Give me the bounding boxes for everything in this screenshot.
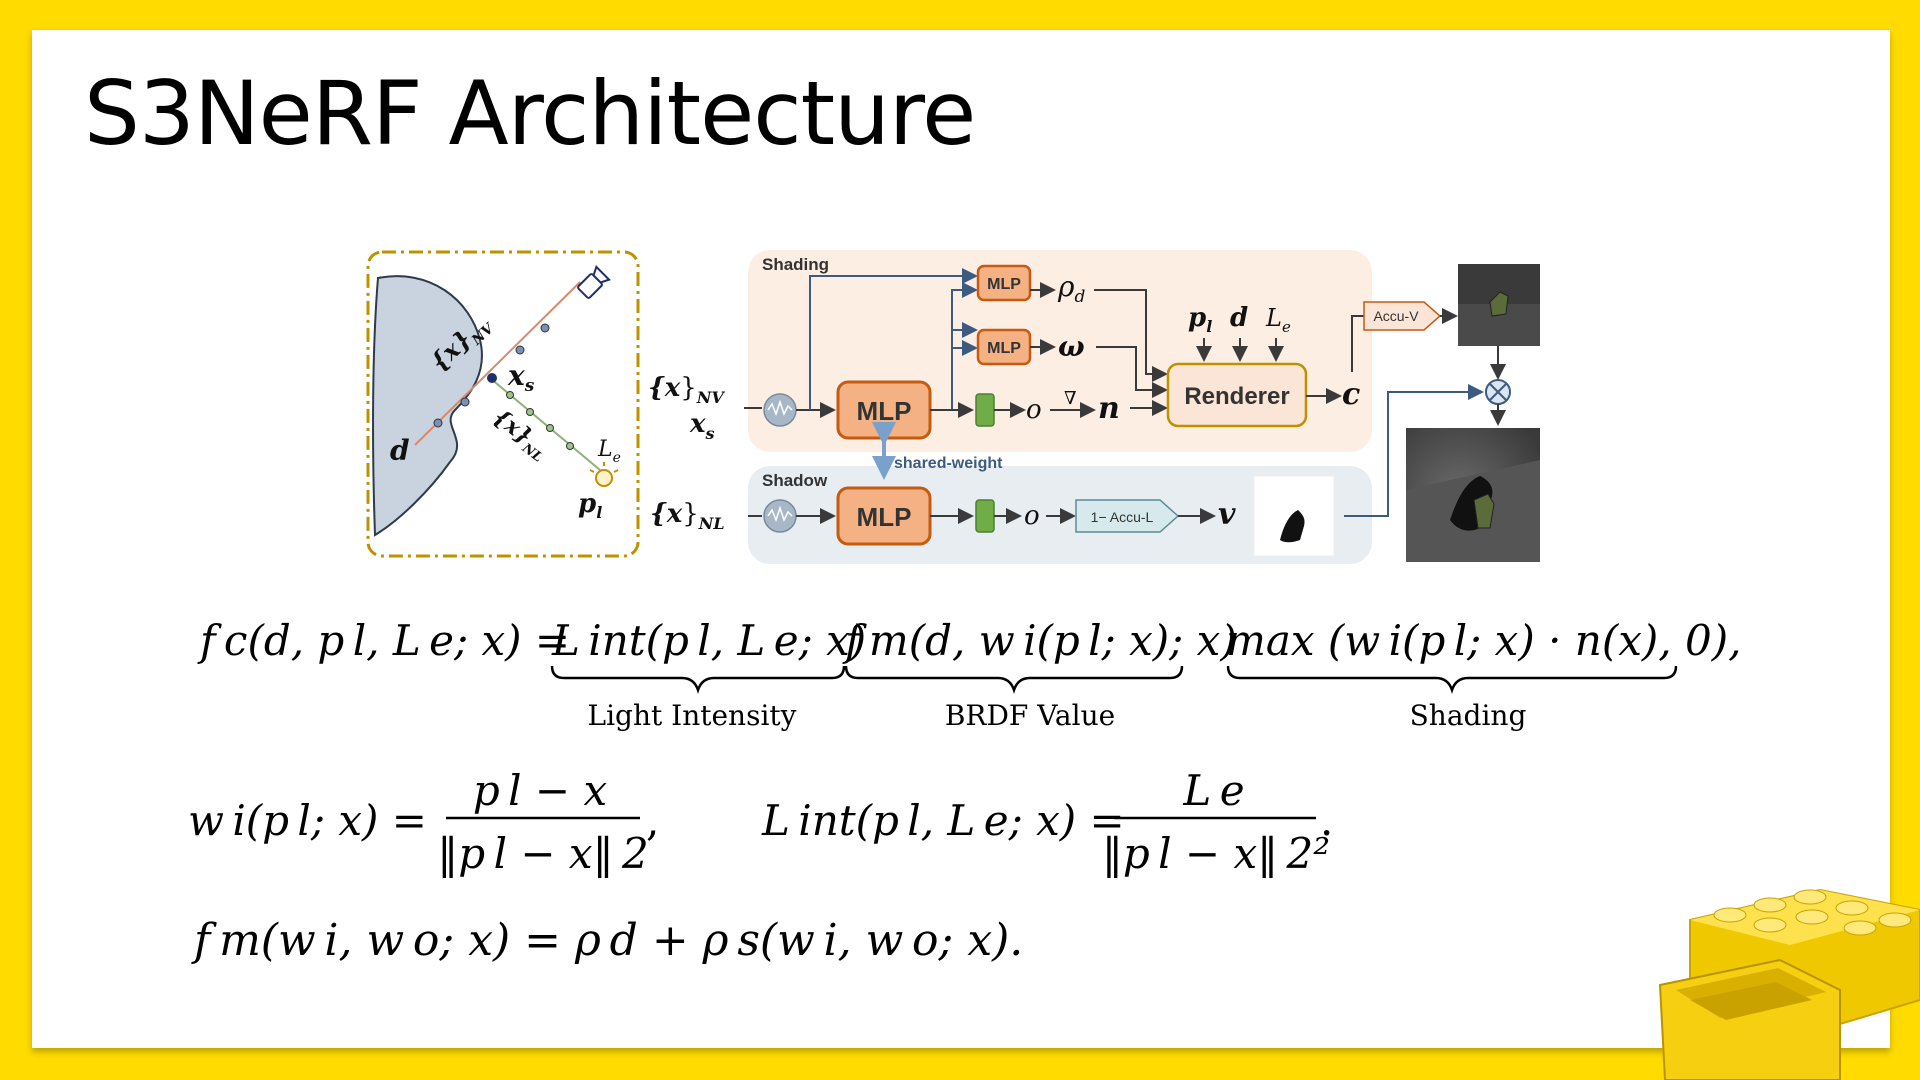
svg-text:MLP: MLP [987,340,1021,357]
illustration-frame [366,250,640,558]
sample-point [460,397,470,407]
equation-2: w i(p l; x) = p l − x ‖p l − x‖ 2 , [188,766,659,878]
camera-icon [577,265,611,299]
svg-text:L int(p l, L e; x): L int(p l, L e; x) [551,616,866,665]
output-c: c [1342,377,1360,412]
positional-encoding-icon [763,393,797,427]
svg-text:,: , [646,796,659,845]
renderer-block: Renderer [1166,362,1308,428]
light-sample-point [506,391,514,399]
lego-brick-small [1658,958,1841,1080]
svg-text:f m(w i, w o; x) = ρ d + ρ s(w: f m(w i, w o; x) = ρ d + ρ s(w i, w o; x… [191,915,1023,966]
visibility-map-thumbnail [1253,475,1335,557]
equation-4: f m(w i, w o; x) = ρ d + ρ s(w i, w o; x… [191,915,1023,966]
accu-v-block: Accu-V [1363,301,1442,331]
svg-text:p l − x: p l − x [473,766,608,815]
output-o-shading: o [1026,395,1042,425]
shadow-label: Shadow [762,471,828,490]
input-xi-nl: {x}NL [650,499,725,533]
label-pl-left: pl [578,489,602,522]
shadow-mlp-block: MLP [836,486,932,546]
slide-title: S3NeRF Architecture [84,62,976,165]
surface-point [487,373,497,383]
svg-text:f m(d, w i(p l; x); x): f m(d, w i(p l; x); x) [842,616,1237,665]
output-omega: ω [1058,330,1085,363]
output-o-shadow: o [1024,501,1040,531]
brace-label-shading: Shading [1410,699,1527,732]
albedo-mlp-block: MLP [976,264,1032,302]
input-xs: xs [689,409,715,443]
equation-1: f c(d, p l, L e; x) = L int(p l, L e; x)… [197,616,1741,732]
shading-label: Shading [762,255,829,274]
svg-text:‖p l − x‖ 2: ‖p l − x‖ 2 [437,829,648,878]
final-shadowed-image [1406,428,1540,562]
svg-text:‖p l − x‖ 2²: ‖p l − x‖ 2² [1102,829,1330,878]
light-sample-point [546,424,554,432]
label-le-left: Le [597,437,621,466]
output-n: n [1098,391,1120,426]
surface-shape [372,275,483,537]
svg-text:Accu-V: Accu-V [1373,308,1419,324]
rendered-image-thumbnail [1458,264,1540,346]
svg-text:max (w i(p l; x) · n(x), 0),: max (w i(p l; x) · n(x), 0), [1226,616,1741,665]
svg-text:.: . [1320,796,1333,845]
svg-text:1− Accu-L: 1− Accu-L [1091,509,1154,525]
sample-point [540,323,550,333]
light-sample-point [566,442,574,450]
svg-text:L e: L e [1182,766,1244,815]
light-bulb-icon [589,462,619,487]
svg-text:L int(p l, L e; x) =: L int(p l, L e; x) = [761,796,1125,845]
svg-text:MLP: MLP [857,502,912,532]
svg-text:MLP: MLP [987,276,1021,293]
renderer-input-pl: pl [1188,303,1212,336]
brace-light-intensity [550,665,846,694]
brace-brdf-value [844,665,1184,694]
label-xs-left: xs [507,359,535,396]
shared-weight-label: shared-weight [894,455,1003,472]
brace-label-light-intensity: Light Intensity [587,699,796,732]
brace-shading [1226,665,1678,694]
svg-text:f c(d, p l, L e; x) =: f c(d, p l, L e; x) = [197,616,570,665]
output-rho-d: ρd [1057,270,1085,307]
svg-text:MLP: MLP [857,396,912,426]
sample-point [433,418,443,428]
equation-3: L int(p l, L e; x) = L e ‖p l − x‖ 2² . [761,766,1333,878]
light-sample-point [526,408,534,416]
accu-l-block: 1− Accu-L [1075,499,1180,533]
svg-text:w i(p l; x) =: w i(p l; x) = [188,796,427,845]
input-xi-nv: {x}NV [648,373,725,407]
gradient-symbol: ∇ [1064,388,1077,409]
renderer-input-le: Le [1265,304,1291,336]
brace-label-brdf: BRDF Value [945,699,1115,732]
shading-mlp-block: MLP [836,380,932,440]
sample-point [515,345,525,355]
label-d-left: d [390,434,410,467]
renderer-input-d: d [1230,303,1248,333]
output-v: v [1218,497,1236,532]
svg-text:Renderer: Renderer [1184,383,1289,410]
